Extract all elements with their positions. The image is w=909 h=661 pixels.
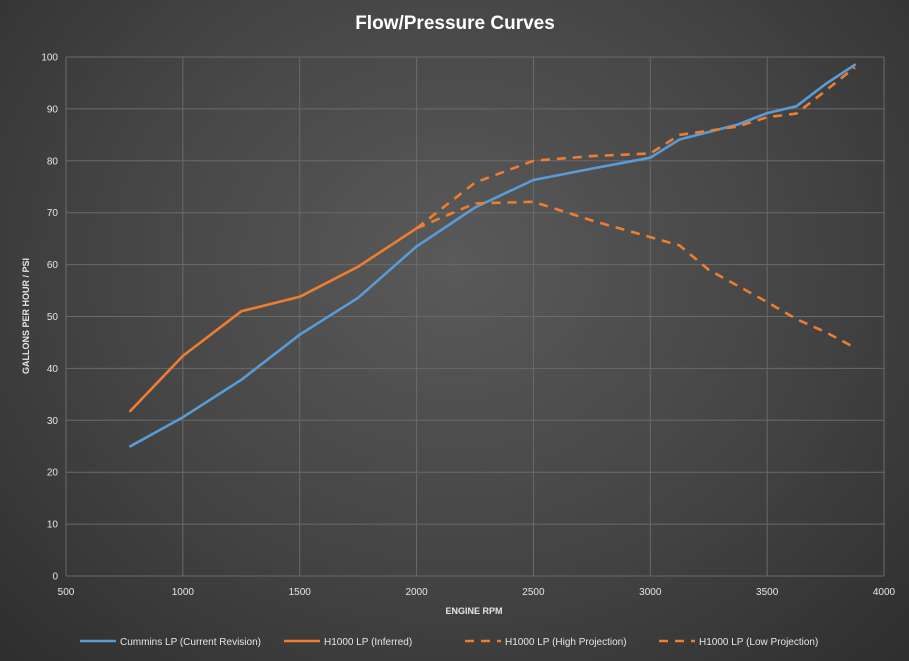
series-line-3 xyxy=(416,200,856,349)
y-tick-label: 70 xyxy=(47,208,59,219)
x-tick-label: 2500 xyxy=(522,587,545,598)
legend-item-1: H1000 LP (Inferred) xyxy=(284,637,412,648)
legend-label: H1000 LP (Inferred) xyxy=(324,637,412,648)
x-axis-title: ENGINE RPM xyxy=(445,606,502,616)
legend-item-0: Cummins LP (Current Revision) xyxy=(80,637,261,648)
y-tick-label: 80 xyxy=(47,156,59,167)
legend-label: H1000 LP (Low Projection) xyxy=(699,637,818,648)
x-tick-label: 500 xyxy=(58,587,75,598)
y-tick-label: 90 xyxy=(47,104,59,115)
legend-item-3: H1000 LP (Low Projection) xyxy=(659,637,818,648)
x-tick-label: 1500 xyxy=(289,587,312,598)
y-tick-label: 10 xyxy=(47,520,59,531)
series-line-0 xyxy=(129,63,857,448)
x-tick-label: 1000 xyxy=(172,587,195,598)
y-tick-label: 100 xyxy=(41,53,58,64)
axis-tick-labels: 0 10 20 30 40 50 60 70 80 90 100 500 1000 1500 2000 250… xyxy=(41,53,895,599)
legend-item-2: H1000 LP (High Projection) xyxy=(465,637,627,648)
series-line-1 xyxy=(129,227,418,413)
chart-title: Flow/Pressure Curves xyxy=(355,13,555,34)
y-tick-label: 0 xyxy=(52,572,58,583)
series-lines xyxy=(129,63,857,448)
legend: Cummins LP (Current Revision) H1000 LP (I… xyxy=(80,637,818,648)
x-tick-label: 2000 xyxy=(405,587,428,598)
y-tick-label: 40 xyxy=(47,364,59,375)
y-tick-label: 60 xyxy=(47,260,59,271)
y-tick-label: 30 xyxy=(47,416,59,427)
y-tick-label: 50 xyxy=(47,312,59,323)
x-tick-label: 3000 xyxy=(639,587,662,598)
x-tick-label: 4000 xyxy=(873,587,896,598)
legend-label: H1000 LP (High Projection) xyxy=(505,637,627,648)
series-line-2 xyxy=(415,66,856,230)
y-tick-label: 20 xyxy=(47,468,59,479)
legend-label: Cummins LP (Current Revision) xyxy=(120,637,261,648)
y-axis-title: GALLONS PER HOUR / PSI xyxy=(21,258,31,374)
grid xyxy=(65,56,885,577)
x-tick-label: 3500 xyxy=(756,587,779,598)
